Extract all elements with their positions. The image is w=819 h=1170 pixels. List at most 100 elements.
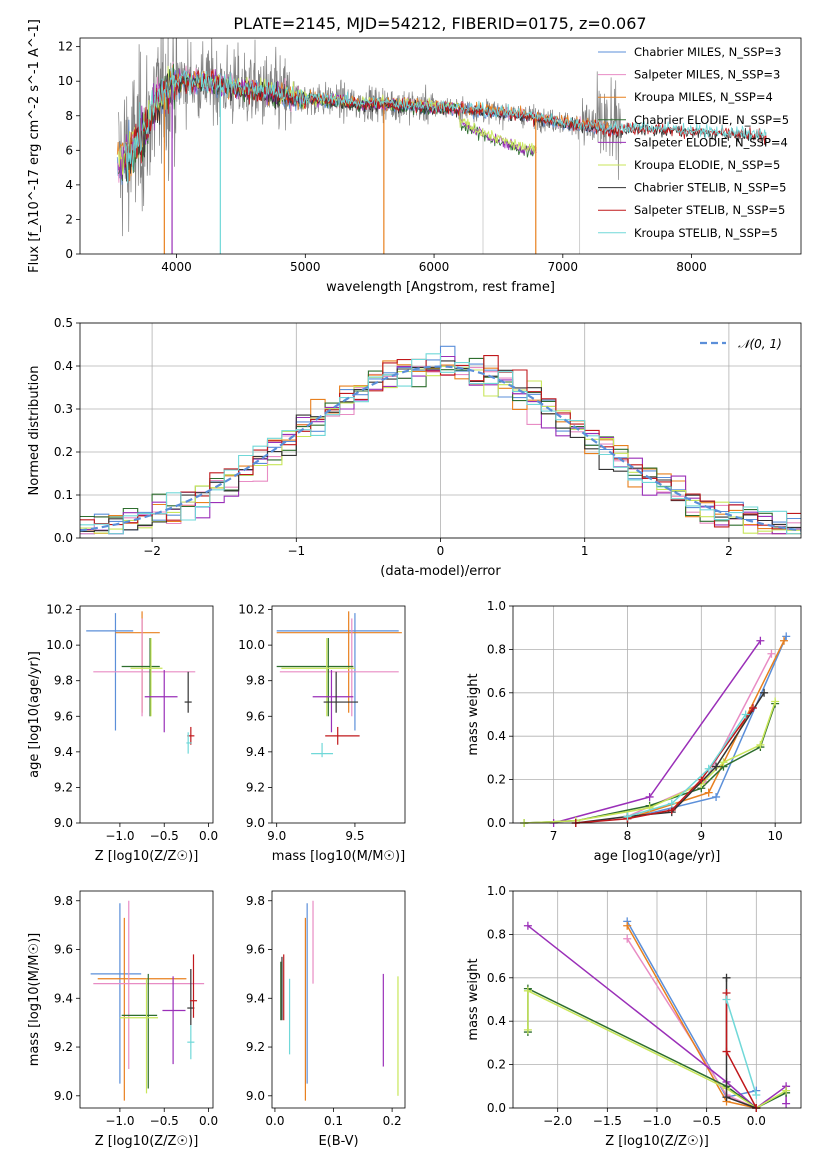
- weight-vs-Z-ytick-label-3: 0.6: [487, 971, 506, 985]
- spectrum-frame: [79, 37, 802, 255]
- weight-vs-Z-series-7-marker-1: [722, 1047, 731, 1056]
- weight-vs-age-ytick-label-0: 0.0: [487, 816, 506, 830]
- age-vs-Z-point-2: [93, 618, 196, 717]
- age-vs-mass-ytick-label-4: 9.8: [246, 674, 265, 688]
- age-vs-mass-point-5: [312, 670, 354, 733]
- age-vs-mass-point-8: [311, 742, 334, 758]
- age-vs-mass-frame: [271, 605, 406, 824]
- residuals-histogram-8: [80, 353, 801, 535]
- weight-vs-Z-series-6-marker-0: [722, 973, 731, 982]
- mass-vs-ebv-ytick-label-4: 9.8: [246, 894, 265, 908]
- mass-vs-Z-ytick-label-2: 9.4: [54, 991, 73, 1005]
- weight-vs-age-series-7-marker-3: [697, 775, 706, 784]
- figure-title: PLATE=2145, MJD=54212, FIBERID=0175, z=0…: [233, 14, 646, 33]
- residuals-ytick-label-4: 0.4: [54, 359, 73, 373]
- mass-vs-ebv-xtick-label-1: 0.1: [324, 1114, 343, 1128]
- age-vs-mass-point-6: [323, 671, 359, 713]
- age-vs-mass-ytick-label-1: 9.2: [246, 780, 265, 794]
- age-vs-mass-point-2: [279, 618, 399, 717]
- age-vs-Z-xtick-label-1: −0.5: [150, 829, 179, 843]
- weight-vs-Z-ytick-label-0: 0.0: [487, 1101, 506, 1115]
- weight-vs-age-series-2-marker-1: [704, 788, 713, 797]
- mass-vs-ebv-xtick-label-2: 0.2: [383, 1114, 402, 1128]
- age-vs-Z-ytick-label-5: 10.0: [46, 638, 73, 652]
- residuals-xtick-label-3: 1: [581, 544, 589, 558]
- mass-vs-ebv-frame: [271, 890, 406, 1109]
- weight-vs-Z-series-2-marker-0: [623, 921, 632, 930]
- mass-vs-Z-point-8: [187, 1025, 195, 1060]
- mass-vs-Z-xtick-label-0: −1.0: [105, 1114, 134, 1128]
- weight-vs-age-series-2-marker-2: [780, 636, 789, 645]
- mass-vs-ebv-xlabel: E(B-V): [318, 1134, 358, 1149]
- mass-vs-Z-xlabel: Z [log10(Z/Z☉)]: [95, 1134, 199, 1149]
- weight-vs-Z-ytick-label-2: 0.4: [487, 1014, 506, 1028]
- age-vs-mass-axes: 9.0 9.5 9.0 9.2 9.4 9.6 9.8 10.0 10.2: [238, 603, 364, 843]
- spectrum-legend-label-0: Chabrier MILES, N_SSP=3: [634, 45, 781, 59]
- residuals-xlabel: (data-model)/error: [380, 564, 501, 579]
- weight-vs-age-ytick-label-3: 0.6: [487, 686, 506, 700]
- weight-vs-age-series-7-marker-4: [749, 703, 757, 712]
- spectrum-ytick-label-4: 8: [65, 109, 73, 123]
- mass-vs-Z-point-4: [119, 978, 159, 1094]
- age-vs-Z-ytick-label-3: 9.6: [54, 709, 73, 723]
- mass-vs-Z-xtick-label-2: 0.0: [199, 1114, 218, 1128]
- spectrum-xtick-label-2: 6000: [419, 260, 450, 274]
- weight-vs-Z-series-3-marker-4: [782, 1099, 791, 1108]
- weight-vs-age-xtick-label-0: 7: [550, 829, 558, 843]
- weight-vs-age-frame: [512, 605, 802, 824]
- weight-vs-Z-series-8-marker-1: [752, 1090, 761, 1099]
- weight-vs-Z-xtick-label-1: −1.5: [593, 1114, 622, 1128]
- weight-vs-age-series-5-marker-4: [719, 758, 728, 767]
- residuals-xtick-label-0: −2: [143, 544, 161, 558]
- age-vs-Z-ytick-label-0: 9.0: [54, 816, 73, 830]
- age-vs-mass-ytick-label-3: 9.6: [246, 709, 265, 723]
- age-vs-Z-ytick-label-2: 9.4: [54, 745, 73, 759]
- weight-vs-age-xtick-label-2: 9: [697, 829, 705, 843]
- spectrum-legend-label-4: Salpeter ELODIE, N_SSP=4: [634, 135, 788, 149]
- weight-vs-Z-series-5-marker-1: [523, 986, 532, 995]
- weight-vs-age-ytick-label-4: 0.8: [487, 642, 506, 656]
- mass-vs-ebv-ytick-label-0: 9.0: [246, 1089, 265, 1103]
- age-vs-Z-xtick-label-0: −1.0: [105, 829, 134, 843]
- mass-vs-Z-point-3: [121, 973, 158, 1089]
- age-vs-Z-xlabel: Z [log10(Z/Z☉)]: [95, 849, 199, 864]
- age-vs-Z-ylabel: age [log10(age/yr)]: [27, 651, 42, 778]
- residuals-ytick-label-2: 0.2: [54, 445, 73, 459]
- residuals-xtick-label-2: 0: [437, 544, 445, 558]
- age-vs-Z-point-6: [184, 671, 192, 713]
- weight-vs-Z-xtick-label-4: 0.0: [747, 1114, 766, 1128]
- weight-vs-Z-xtick-label-2: −1.0: [642, 1114, 671, 1128]
- weight-vs-age-xlabel: age [log10(age/yr)]: [594, 849, 721, 864]
- residuals-xtick-label-4: 2: [725, 544, 733, 558]
- weight-vs-Z-series-line-8: [725, 999, 758, 1096]
- weight-vs-age-series-0-marker-2: [782, 632, 791, 641]
- weight-vs-age-xtick-label-3: 10: [768, 829, 783, 843]
- spectrum-legend-label-7: Salpeter STELIB, N_SSP=5: [634, 203, 785, 217]
- age-vs-mass-ytick-label-2: 9.4: [246, 745, 265, 759]
- age-vs-mass-point-4: [281, 638, 355, 717]
- spectrum-legend-label-6: Chabrier STELIB, N_SSP=5: [634, 181, 786, 195]
- age-vs-mass-point-7: [325, 726, 360, 745]
- spectrum-xlabel: wavelength [Angstrom, rest frame]: [326, 280, 555, 295]
- weight-vs-age-series-8-marker-1: [667, 799, 676, 808]
- mass-vs-ebv-ytick-label-3: 9.6: [246, 943, 265, 957]
- mass-vs-ebv-ytick-label-1: 9.2: [246, 1040, 265, 1054]
- weight-vs-Z-series-6-marker-1: [722, 1093, 731, 1102]
- residuals-frame: [79, 322, 802, 539]
- mass-vs-Z-ylabel: mass [log10(M/M☉)]: [27, 933, 42, 1066]
- spectrum-legend-label-8: Kroupa STELIB, N_SSP=5: [634, 226, 778, 240]
- mass-vs-Z-axes: −1.0 −0.5 0.0 9.0 9.2 9.4 9.6 9.8: [54, 894, 218, 1128]
- weight-vs-Z-frame: [512, 890, 802, 1109]
- spectrum-ytick-label-3: 6: [65, 143, 73, 157]
- spectrum-ytick-label-1: 2: [65, 212, 73, 226]
- spectrum-ytick-label-2: 4: [65, 178, 73, 192]
- weight-vs-age-ytick-label-1: 0.2: [487, 773, 506, 787]
- age-vs-Z-ytick-label-4: 9.8: [54, 674, 73, 688]
- mass-vs-ebv-xtick-label-0: 0.0: [265, 1114, 284, 1128]
- spectrum-xtick-label-3: 7000: [548, 260, 579, 274]
- age-vs-mass-ytick-label-0: 9.0: [246, 816, 265, 830]
- weight-vs-age-ytick-label-2: 0.4: [487, 729, 506, 743]
- residuals-ytick-label-5: 0.5: [54, 316, 73, 330]
- residuals-ytick-label-3: 0.3: [54, 402, 73, 416]
